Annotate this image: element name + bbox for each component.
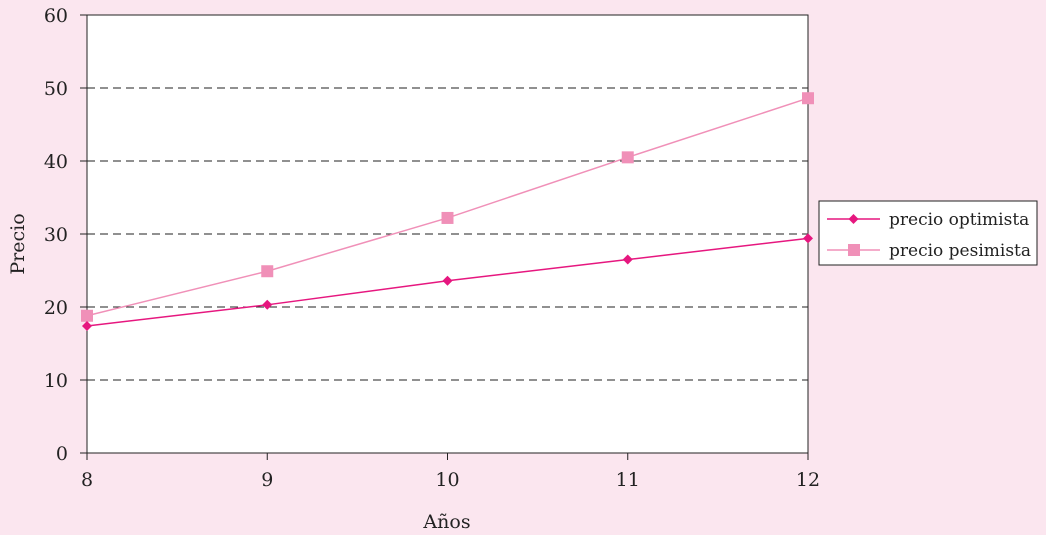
y-tick-label-20: 20 <box>44 297 68 319</box>
x-tick-label-8: 8 <box>81 469 93 491</box>
gridlines <box>87 87 808 381</box>
point-precio-pesimista-9 <box>261 265 274 278</box>
axes: 0 10 20 30 40 50 60 8 9 10 11 12 <box>44 5 820 491</box>
x-tick-label-9: 9 <box>261 469 273 491</box>
point-precio-optimista-9 <box>262 299 273 310</box>
x-tick-label-10: 10 <box>435 469 459 491</box>
legend-label-pesimista: precio pesimista <box>889 241 1031 261</box>
point-precio-pesimista-11 <box>621 151 634 164</box>
legend-marker-optimista <box>848 214 859 224</box>
y-tick-label-40: 40 <box>44 151 68 173</box>
point-precio-pesimista-8 <box>81 309 93 322</box>
point-precio-optimista-12 <box>803 233 813 244</box>
point-precio-optimista-11 <box>622 254 633 265</box>
point-precio-pesimista-10 <box>441 211 454 224</box>
legend: precio optimista precio pesimista <box>818 200 1038 266</box>
y-tick-label-30: 30 <box>44 224 68 246</box>
point-precio-optimista-8 <box>82 320 92 331</box>
legend-marker-pesimista <box>848 244 860 256</box>
series-layer <box>81 92 814 331</box>
point-precio-pesimista-12 <box>802 92 814 105</box>
legend-label-optimista: precio optimista <box>889 210 1029 230</box>
y-tick-label-0: 0 <box>56 443 68 465</box>
y-axis-label: Precio <box>7 213 29 274</box>
x-tick-label-11: 11 <box>616 469 640 491</box>
x-tick-label-12: 12 <box>796 469 820 491</box>
y-tick-label-50: 50 <box>44 78 68 100</box>
y-tick-label-10: 10 <box>44 370 68 392</box>
x-axis-label: Años <box>422 511 470 533</box>
point-precio-optimista-10 <box>442 275 453 286</box>
y-tick-label-60: 60 <box>44 5 68 27</box>
